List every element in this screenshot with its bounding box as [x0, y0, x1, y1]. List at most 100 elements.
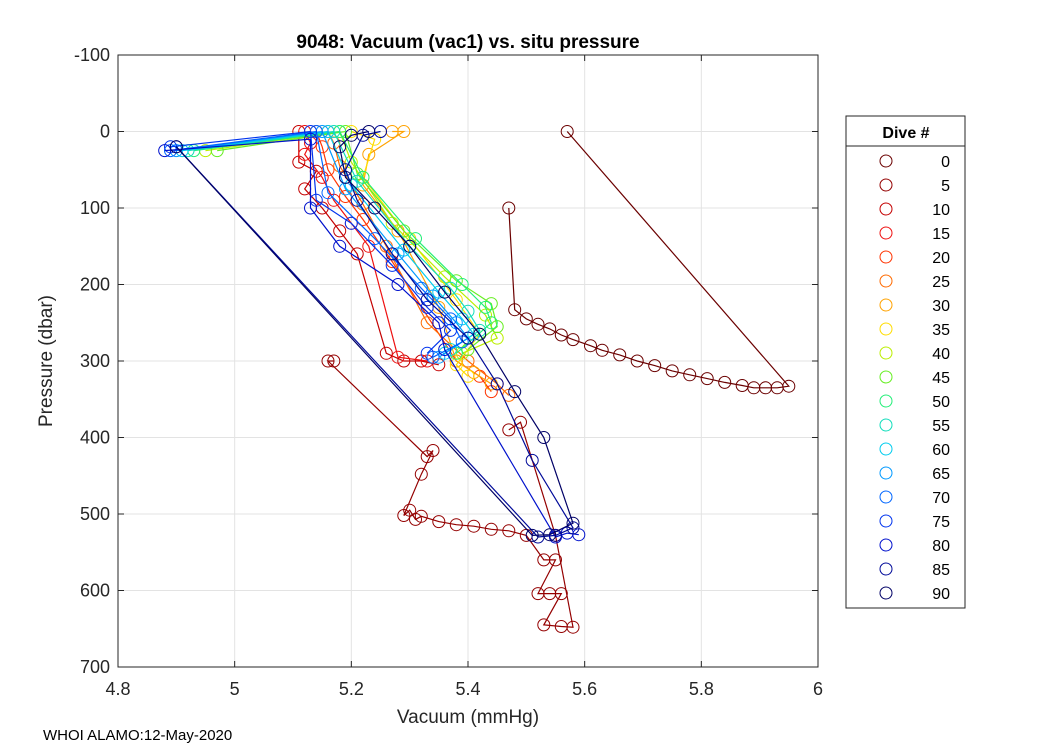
data-point — [432, 515, 446, 529]
data-point — [304, 132, 317, 146]
legend-marker — [879, 394, 893, 408]
data-point — [420, 300, 434, 314]
legend-box — [845, 115, 966, 609]
x-tick-label: 6 — [813, 679, 823, 699]
data-point — [333, 224, 347, 238]
data-point — [525, 453, 539, 467]
data-point — [368, 201, 382, 215]
chart-title: 9048: Vacuum (vac1) vs. situ pressure — [296, 32, 639, 53]
legend-label: 0 — [941, 154, 950, 171]
x-tick-label: 5.2 — [339, 679, 364, 699]
x-tick-label: 5.8 — [689, 679, 714, 699]
series-line — [303, 131, 428, 362]
legend-label: 60 — [932, 442, 950, 459]
data-point — [554, 587, 568, 601]
x-tick-label: 5 — [230, 679, 240, 699]
x-axis-label: Vacuum (mmHg) — [397, 707, 539, 728]
data-point — [356, 213, 370, 226]
y-tick-label: 100 — [80, 198, 110, 218]
series-layer — [158, 125, 796, 634]
legend-label: 40 — [932, 346, 950, 363]
data-point — [449, 518, 463, 532]
series-line — [326, 360, 574, 628]
data-point — [368, 232, 382, 246]
legend-label: 15 — [932, 226, 950, 243]
data-point — [362, 125, 376, 138]
x-tick-label: 5.4 — [455, 679, 480, 699]
y-tick-label: 700 — [80, 657, 110, 677]
x-tick-label: 4.8 — [105, 679, 130, 699]
data-point — [508, 303, 522, 317]
data-point — [397, 125, 411, 138]
legend-marker — [879, 418, 893, 432]
data-point — [584, 339, 597, 353]
data-point — [630, 354, 644, 368]
data-point — [461, 331, 475, 345]
data-point — [648, 359, 662, 373]
data-point — [327, 354, 341, 368]
data-point — [339, 170, 352, 184]
data-point — [414, 467, 428, 481]
y-tick-label: 600 — [80, 581, 110, 601]
legend-marker — [879, 562, 893, 576]
data-point — [502, 423, 516, 437]
data-point — [718, 375, 732, 389]
data-point — [461, 369, 475, 383]
data-point — [438, 343, 452, 356]
data-point — [531, 317, 545, 331]
data-point — [344, 216, 358, 230]
data-point — [403, 239, 417, 253]
legend-marker — [879, 154, 893, 168]
series-line — [182, 130, 475, 354]
data-point — [344, 128, 358, 142]
legend-marker — [879, 442, 893, 456]
data-point — [519, 312, 533, 326]
legend-label: 80 — [932, 538, 950, 555]
legend-marker — [879, 466, 893, 480]
data-point — [566, 620, 580, 634]
data-point — [414, 281, 428, 295]
legend-label: 25 — [932, 274, 950, 291]
legend-label: 35 — [932, 322, 950, 339]
data-point — [385, 247, 399, 261]
legend-label: 70 — [932, 490, 950, 507]
series-line — [187, 130, 481, 351]
legend-marker — [879, 178, 893, 192]
data-point — [537, 431, 551, 444]
data-point — [543, 528, 557, 542]
legend-marker — [879, 250, 893, 264]
x-tick-label: 5.6 — [572, 679, 597, 699]
legend-label: 50 — [932, 394, 950, 411]
data-point — [560, 125, 574, 138]
y-tick-label: 0 — [100, 122, 110, 142]
data-point — [438, 285, 452, 299]
data-point — [169, 140, 183, 154]
legend-marker — [879, 538, 893, 552]
legend-marker — [879, 322, 893, 336]
footer-text: WHOI ALAMO:12-May-2020 — [43, 727, 233, 744]
legend-marker — [879, 202, 893, 216]
data-point — [333, 239, 347, 253]
data-point — [508, 385, 522, 399]
legend-marker — [879, 298, 893, 312]
data-point — [502, 524, 516, 538]
data-point — [554, 328, 568, 342]
data-point — [379, 346, 393, 360]
data-point — [665, 364, 679, 378]
data-point — [420, 293, 434, 307]
data-point — [484, 522, 498, 536]
series-90 — [169, 125, 580, 542]
data-point — [321, 186, 335, 200]
data-point — [735, 379, 749, 392]
series-5 — [321, 354, 580, 634]
data-point — [473, 327, 487, 341]
data-point — [350, 193, 364, 207]
y-tick-label: 200 — [80, 275, 110, 295]
data-point — [414, 509, 428, 523]
legend-marker — [879, 346, 893, 360]
legend-label: 45 — [932, 370, 950, 387]
legend-label: 5 — [941, 178, 950, 195]
data-point — [444, 323, 457, 337]
data-point — [333, 140, 347, 154]
